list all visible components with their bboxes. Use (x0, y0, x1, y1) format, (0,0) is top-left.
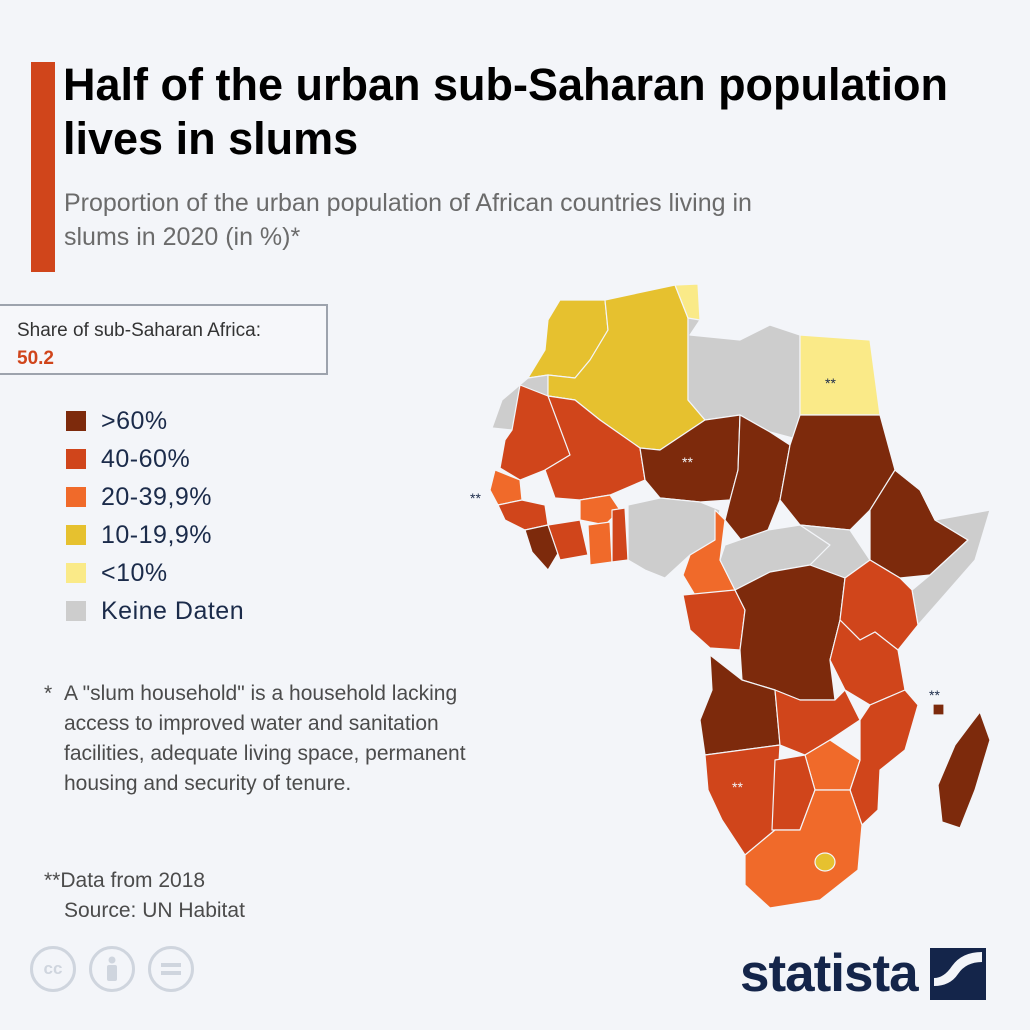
title-accent-bar (31, 62, 55, 272)
statista-wordmark: statista (740, 944, 919, 1003)
legend-item: Keine Daten (66, 592, 244, 630)
statista-logo[interactable]: statista (740, 943, 986, 1004)
annotation-namibia: ** (732, 779, 743, 795)
country-ghana (587, 521, 613, 566)
legend-label: <10% (101, 558, 168, 587)
data-year-note: **Data from 2018 (44, 869, 206, 892)
annotation-guinea-bissau: ** (470, 490, 481, 506)
equals-icon[interactable] (148, 946, 194, 992)
annotation-mauritius: ** (929, 687, 940, 703)
legend-swatch (66, 411, 86, 431)
country-lesotho (814, 852, 836, 872)
annotation-egypt: ** (825, 375, 836, 391)
license-icons: cc (30, 946, 194, 992)
country-zambia (774, 689, 861, 756)
country-togo-benin (611, 507, 629, 563)
country-cote-divoire (547, 519, 589, 561)
legend-label: >60% (101, 406, 168, 435)
source-note: Source: UN Habitat (64, 899, 245, 922)
country-mozambique (849, 689, 919, 826)
page-title: Half of the urban sub-Saharan population… (63, 59, 949, 164)
legend-item: 10-19,9% (66, 516, 244, 554)
annotation-chad: ** (682, 454, 693, 470)
legend-swatch (66, 487, 86, 507)
legend-swatch (66, 525, 86, 545)
statista-logo-icon (929, 947, 986, 1000)
share-label: Share of sub-Saharan Africa: (17, 320, 261, 341)
legend-item: 20-39,9% (66, 478, 244, 516)
country-south-africa (744, 789, 863, 909)
country-egypt (799, 334, 881, 416)
footnote: * A "slum household" is a household lack… (44, 679, 514, 799)
legend-label: 10-19,9% (101, 520, 213, 549)
legend-label: 40-60% (101, 444, 191, 473)
person-icon[interactable] (89, 946, 135, 992)
footnote-text: A "slum household" is a household lackin… (64, 682, 466, 795)
footnote-2: **Data from 2018 Source: UN Habitat (44, 866, 245, 926)
country-madagascar (937, 711, 991, 829)
footnote-star: * (44, 682, 53, 705)
country-mauritius (932, 703, 945, 716)
share-value: 50.2 (17, 348, 54, 369)
legend: >60% 40-60% 20-39,9% 10-19,9% <10% Keine… (66, 402, 244, 630)
legend-label: Keine Daten (101, 596, 245, 625)
legend-item: >60% (66, 402, 244, 440)
country-dr-congo (734, 564, 846, 701)
legend-swatch (66, 449, 86, 469)
page-subtitle: Proportion of the urban population of Af… (64, 189, 752, 251)
country-guinea (497, 499, 549, 531)
legend-item: 40-60% (66, 440, 244, 478)
legend-swatch (66, 601, 86, 621)
cc-icon[interactable]: cc (30, 946, 76, 992)
legend-swatch (66, 563, 86, 583)
share-box: Share of sub-Saharan Africa: 50.2 (0, 304, 328, 375)
legend-item: <10% (66, 554, 244, 592)
country-gabon-congo (682, 589, 746, 651)
legend-label: 20-39,9% (101, 482, 213, 511)
